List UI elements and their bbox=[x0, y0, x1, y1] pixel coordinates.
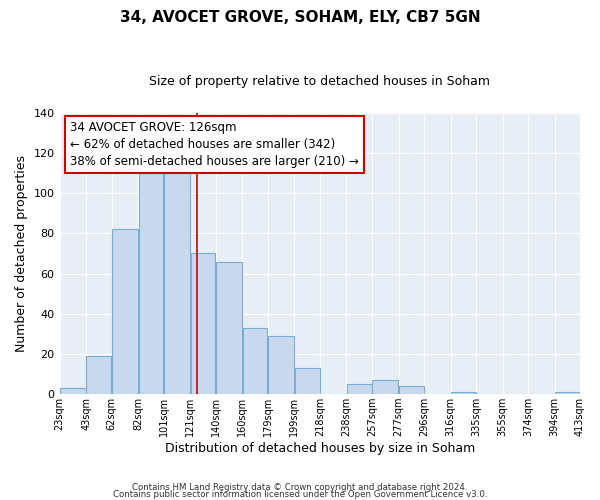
X-axis label: Distribution of detached houses by size in Soham: Distribution of detached houses by size … bbox=[164, 442, 475, 455]
Bar bbox=[86, 356, 112, 394]
Bar bbox=[372, 380, 398, 394]
Bar bbox=[191, 254, 215, 394]
Bar bbox=[451, 392, 476, 394]
Bar bbox=[242, 328, 268, 394]
Bar bbox=[347, 384, 371, 394]
Bar bbox=[112, 230, 138, 394]
Y-axis label: Number of detached properties: Number of detached properties bbox=[15, 155, 28, 352]
Bar bbox=[216, 262, 242, 394]
Bar bbox=[139, 173, 163, 394]
Text: Contains public sector information licensed under the Open Government Licence v3: Contains public sector information licen… bbox=[113, 490, 487, 499]
Bar bbox=[164, 167, 190, 394]
Title: Size of property relative to detached houses in Soham: Size of property relative to detached ho… bbox=[149, 75, 490, 88]
Text: Contains HM Land Registry data © Crown copyright and database right 2024.: Contains HM Land Registry data © Crown c… bbox=[132, 484, 468, 492]
Text: 34, AVOCET GROVE, SOHAM, ELY, CB7 5GN: 34, AVOCET GROVE, SOHAM, ELY, CB7 5GN bbox=[119, 10, 481, 25]
Text: 34 AVOCET GROVE: 126sqm
← 62% of detached houses are smaller (342)
38% of semi-d: 34 AVOCET GROVE: 126sqm ← 62% of detache… bbox=[70, 121, 359, 168]
Bar bbox=[60, 388, 86, 394]
Bar bbox=[268, 336, 294, 394]
Bar bbox=[295, 368, 320, 394]
Bar bbox=[555, 392, 580, 394]
Bar bbox=[399, 386, 424, 394]
